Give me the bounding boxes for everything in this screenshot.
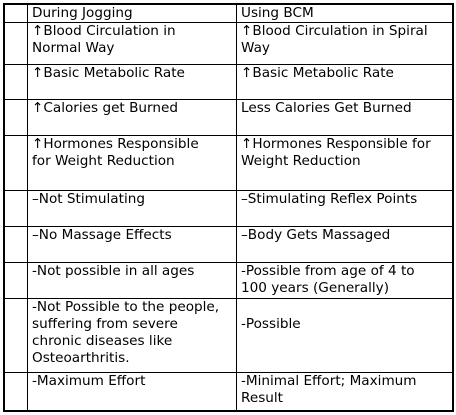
table-row: –No Massage Effects –Body Gets Massaged xyxy=(4,225,453,263)
cell-text: -Not possible in all ages xyxy=(32,262,195,279)
cell-text: Less Calories Get Burned xyxy=(241,99,412,116)
cell-text: -Maximum Effort xyxy=(32,372,146,389)
bcm-cell: –Stimulating Reflex Points xyxy=(236,189,453,227)
row-blank-cell xyxy=(4,371,28,412)
jogging-cell: -Maximum Effort xyxy=(27,371,237,412)
cell-text: ↑Calories get Burned xyxy=(32,99,178,116)
cell-text: ↑Hormones Responsible for Weight Reducti… xyxy=(32,135,199,169)
cell-text: ↑Hormones Responsible for Weight Reducti… xyxy=(241,135,431,169)
header-blank-cell xyxy=(4,4,28,23)
jogging-cell: ↑Blood Circulation in Normal Way xyxy=(27,21,237,66)
comparison-table-wrapper: During Jogging Using BCM ↑Blood Circulat… xyxy=(3,3,454,412)
cell-text: -Not Possible to the people, suffering f… xyxy=(32,299,220,367)
table-row: ↑Calories get Burned Less Calories Get B… xyxy=(4,98,453,136)
row-blank-cell xyxy=(4,134,28,191)
cell-text: -Possible from age of 4 to 100 years (Ge… xyxy=(241,262,415,296)
header-label-jogging: During Jogging xyxy=(32,5,133,21)
table-row: ↑Hormones Responsible for Weight Reducti… xyxy=(4,134,453,191)
cell-text: –Body Gets Massaged xyxy=(241,226,391,243)
bcm-cell: –Body Gets Massaged xyxy=(236,225,453,263)
bcm-cell: Less Calories Get Burned xyxy=(236,98,453,136)
bcm-cell: ↑Hormones Responsible for Weight Reducti… xyxy=(236,134,453,191)
comparison-table: During Jogging Using BCM ↑Blood Circulat… xyxy=(4,4,453,412)
header-during-jogging: During Jogging xyxy=(27,4,237,23)
cell-text: –No Massage Effects xyxy=(32,226,172,243)
jogging-cell: ↑Calories get Burned xyxy=(27,98,237,136)
table-row: -Maximum Effort -Minimal Effort; Maximum… xyxy=(4,371,453,412)
bcm-cell: -Possible from age of 4 to 100 years (Ge… xyxy=(236,261,453,300)
table-row: ↑Blood Circulation in Normal Way ↑Blood … xyxy=(4,21,453,66)
row-blank-cell xyxy=(4,98,28,136)
row-blank-cell xyxy=(4,261,28,300)
cell-text: ↑Blood Circulation in Normal Way xyxy=(32,23,176,56)
table-row: –Not Stimulating –Stimulating Reflex Poi… xyxy=(4,189,453,227)
jogging-cell: ↑Basic Metabolic Rate xyxy=(27,64,237,100)
row-blank-cell xyxy=(4,64,28,100)
cell-text: -Minimal Effort; Maximum Result xyxy=(241,372,417,406)
row-blank-cell xyxy=(4,225,28,263)
cell-text: –Stimulating Reflex Points xyxy=(241,190,418,207)
bcm-cell: ↑Blood Circulation in Spiral Way xyxy=(236,21,453,66)
row-blank-cell xyxy=(4,21,28,66)
jogging-cell: –No Massage Effects xyxy=(27,225,237,263)
cell-text: ↑Basic Metabolic Rate xyxy=(241,65,394,82)
jogging-cell: ↑Hormones Responsible for Weight Reducti… xyxy=(27,134,237,191)
table-row: -Not Possible to the people, suffering f… xyxy=(4,298,453,373)
bcm-cell: -Minimal Effort; Maximum Result xyxy=(236,371,453,412)
row-blank-cell xyxy=(4,189,28,227)
bcm-cell: -Possible xyxy=(236,298,453,373)
header-using-bcm: Using BCM xyxy=(236,4,453,23)
table-row: ↑Basic Metabolic Rate ↑Basic Metabolic R… xyxy=(4,64,453,100)
bcm-cell: ↑Basic Metabolic Rate xyxy=(236,64,453,100)
row-blank-cell xyxy=(4,298,28,373)
cell-text: -Possible xyxy=(241,316,301,333)
table-header-row: During Jogging Using BCM xyxy=(4,4,453,23)
cell-text: ↑Basic Metabolic Rate xyxy=(32,65,185,82)
jogging-cell: -Not possible in all ages xyxy=(27,261,237,300)
table-row: -Not possible in all ages -Possible from… xyxy=(4,261,453,300)
jogging-cell: –Not Stimulating xyxy=(27,189,237,227)
jogging-cell: -Not Possible to the people, suffering f… xyxy=(27,298,237,373)
header-label-bcm: Using BCM xyxy=(241,5,314,21)
cell-text: –Not Stimulating xyxy=(32,190,145,207)
cell-text: ↑Blood Circulation in Spiral Way xyxy=(241,23,428,56)
